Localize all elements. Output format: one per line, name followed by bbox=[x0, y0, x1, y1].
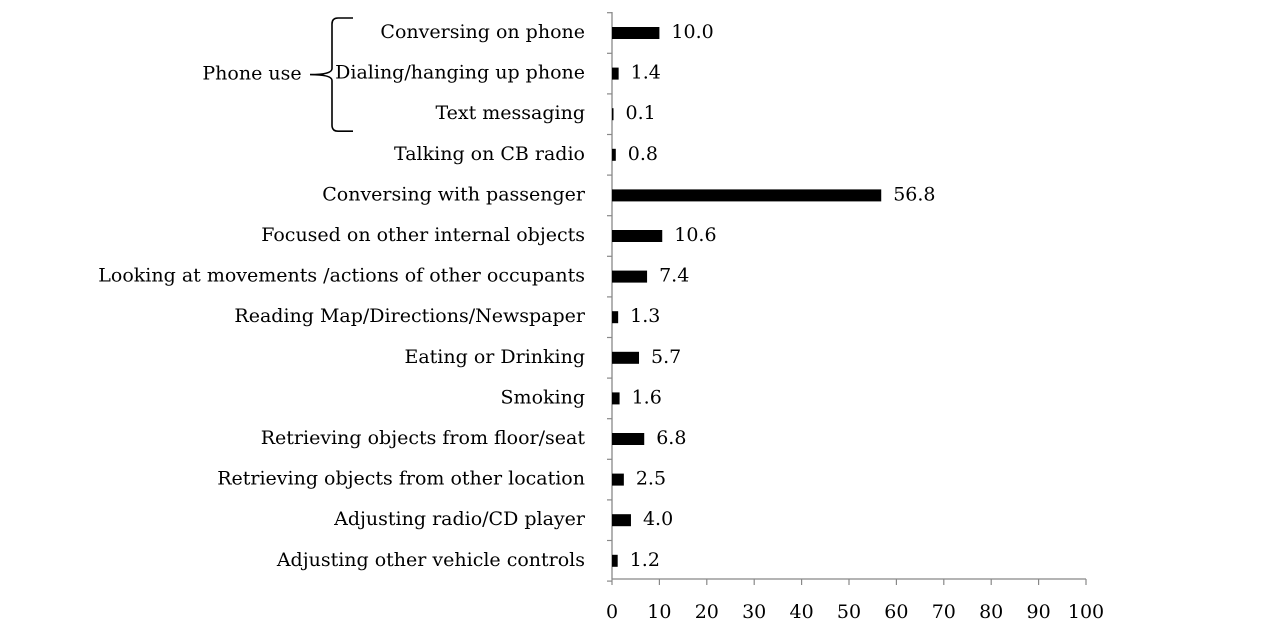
x-tick-label: 10 bbox=[647, 601, 671, 623]
phone-use-group: Phone use bbox=[202, 17, 353, 132]
category-label: Conversing on phone bbox=[380, 21, 585, 43]
bar bbox=[612, 351, 640, 364]
x-tick-label: 90 bbox=[1027, 601, 1051, 623]
value-label: 10.6 bbox=[674, 224, 716, 246]
bar bbox=[612, 108, 614, 121]
value-label: 0.8 bbox=[628, 143, 658, 165]
category-label: Looking at movements /actions of other o… bbox=[98, 265, 585, 287]
value-label: 4.0 bbox=[643, 508, 673, 530]
x-tick-label: 80 bbox=[979, 601, 1003, 623]
x-tick-label: 50 bbox=[837, 601, 861, 623]
category-label: Adjusting radio/CD player bbox=[333, 508, 586, 530]
value-label: 1.6 bbox=[632, 386, 662, 408]
bar bbox=[612, 473, 624, 486]
x-tick-label: 60 bbox=[884, 601, 908, 623]
category-label: Focused on other internal objects bbox=[261, 224, 585, 246]
category-label: Eating or Drinking bbox=[404, 346, 585, 368]
x-tick-label: 40 bbox=[790, 601, 814, 623]
x-tick-label: 20 bbox=[695, 601, 719, 623]
category-label: Adjusting other vehicle controls bbox=[276, 549, 585, 571]
bar bbox=[612, 433, 645, 445]
axes: 0 10 20 30 40 50 60 70 80 90 100 bbox=[606, 12, 1104, 623]
x-tick-label: 100 bbox=[1068, 601, 1104, 623]
bar bbox=[612, 230, 663, 242]
bar bbox=[612, 67, 619, 80]
value-label: 5.7 bbox=[651, 346, 681, 368]
bar bbox=[612, 311, 619, 324]
value-label: 1.2 bbox=[630, 549, 660, 571]
bar bbox=[612, 392, 620, 405]
bar bbox=[612, 270, 648, 283]
bar bbox=[612, 148, 616, 161]
value-label: 56.8 bbox=[893, 183, 935, 205]
phone-use-brace bbox=[309, 17, 353, 132]
value-label: 10.0 bbox=[671, 21, 713, 43]
labels: Conversing on phone 10.0 Dialing/hanging u… bbox=[98, 21, 935, 571]
bar bbox=[612, 189, 882, 202]
category-label: Dialing/hanging up phone bbox=[335, 62, 585, 84]
category-label: Conversing with passenger bbox=[322, 183, 586, 205]
phone-use-label: Phone use bbox=[202, 63, 301, 85]
category-label: Smoking bbox=[501, 386, 585, 408]
value-label: 6.8 bbox=[656, 427, 686, 449]
bars bbox=[612, 27, 882, 567]
bar bbox=[612, 514, 631, 527]
category-label: Text messaging bbox=[435, 102, 585, 124]
value-label: 1.4 bbox=[631, 62, 661, 84]
x-tick-label: 0 bbox=[606, 601, 618, 623]
x-tick-label: 70 bbox=[932, 601, 956, 623]
value-label: 2.5 bbox=[636, 468, 666, 490]
category-label: Reading Map/Directions/Newspaper bbox=[234, 305, 585, 327]
value-label: 1.3 bbox=[630, 305, 660, 327]
category-label: Talking on CB radio bbox=[394, 143, 585, 165]
bar bbox=[612, 27, 660, 39]
category-label: Retrieving objects from other location bbox=[217, 468, 585, 490]
value-label: 7.4 bbox=[659, 265, 689, 287]
value-label: 0.1 bbox=[626, 102, 656, 124]
bar bbox=[612, 554, 618, 567]
category-label: Retrieving objects from floor/seat bbox=[261, 427, 586, 449]
x-tick-label: 30 bbox=[742, 601, 766, 623]
